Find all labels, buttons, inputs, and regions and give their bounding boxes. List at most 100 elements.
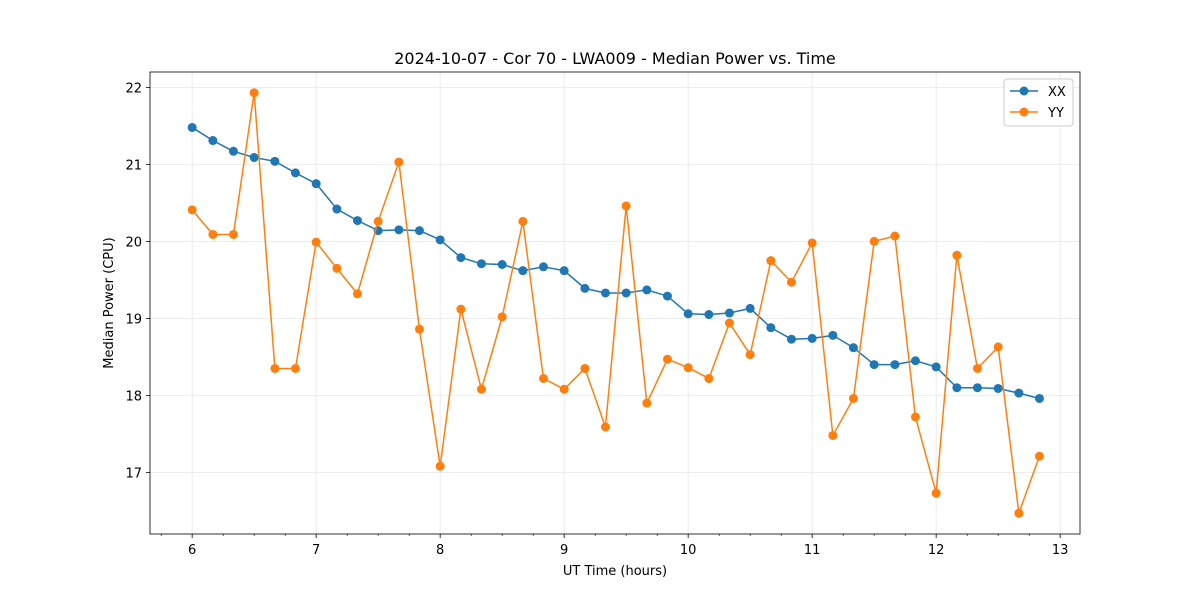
x-tick-label: 6 xyxy=(188,543,196,558)
data-point-yy xyxy=(848,393,858,403)
data-point-yy xyxy=(724,318,734,328)
series-layer xyxy=(187,88,1044,518)
data-point-xx xyxy=(332,204,342,214)
data-point-yy xyxy=(228,229,238,239)
y-tick-label: 21 xyxy=(125,158,142,173)
series-line-yy xyxy=(191,92,1041,514)
data-point-xx xyxy=(1034,393,1044,403)
x-tick-label: 7 xyxy=(312,543,320,558)
y-tick-label: 19 xyxy=(125,312,142,327)
x-axis-label: UT Time (hours) xyxy=(563,564,667,579)
y-tick-label: 22 xyxy=(125,81,142,96)
data-point-xx xyxy=(208,136,218,146)
data-point-xx xyxy=(538,262,548,272)
y-tick-label: 17 xyxy=(125,466,142,481)
data-point-xx xyxy=(497,260,507,269)
data-point-xx xyxy=(952,383,962,393)
data-point-yy xyxy=(993,342,1003,352)
data-point-xx xyxy=(931,362,941,372)
data-point-yy xyxy=(745,350,755,360)
data-point-yy xyxy=(332,263,342,273)
data-point-yy xyxy=(952,250,962,260)
data-point-yy xyxy=(621,201,631,211)
x-tick-label: 12 xyxy=(928,543,945,558)
data-point-xx xyxy=(848,343,858,353)
data-point-xx xyxy=(890,360,900,370)
data-point-yy xyxy=(600,422,610,432)
data-point-yy xyxy=(187,205,197,215)
data-point-yy xyxy=(414,324,424,334)
x-axis-ticks: 6 7 8 9 10 11 12 13 xyxy=(188,534,1068,558)
data-point-yy xyxy=(972,363,982,373)
data-point-xx xyxy=(435,235,445,245)
chart-title: 2024-10-07 - Cor 70 - LWA009 - Median Po… xyxy=(394,49,836,68)
data-point-xx xyxy=(456,253,466,263)
data-point-yy xyxy=(394,157,404,167)
data-point-xx xyxy=(187,122,197,132)
data-point-xx xyxy=(972,383,982,393)
data-point-yy xyxy=(931,488,941,498)
data-point-xx xyxy=(1014,388,1024,398)
data-point-xx xyxy=(642,285,652,295)
data-point-yy xyxy=(435,461,445,471)
grid-lines xyxy=(150,72,1080,534)
legend-label-xx: XX xyxy=(1048,85,1066,100)
data-point-xx xyxy=(476,259,486,269)
data-point-yy xyxy=(683,363,693,373)
x-tick-label: 8 xyxy=(436,543,444,558)
data-point-xx xyxy=(600,288,610,298)
data-point-yy xyxy=(538,373,548,383)
data-point-yy xyxy=(352,289,362,299)
x-tick-label: 13 xyxy=(1052,543,1069,558)
data-point-yy xyxy=(456,304,466,314)
data-point-xx xyxy=(270,156,280,166)
data-point-yy xyxy=(559,384,569,394)
x-tick-label: 10 xyxy=(680,543,697,558)
data-point-yy xyxy=(704,373,714,383)
data-point-yy xyxy=(869,236,879,246)
data-point-yy xyxy=(1014,508,1024,518)
data-point-xx xyxy=(228,146,238,156)
data-point-yy xyxy=(642,398,652,408)
data-point-xx xyxy=(580,283,590,293)
data-point-xx xyxy=(766,323,776,333)
y-tick-label: 18 xyxy=(125,389,142,404)
data-point-yy xyxy=(249,88,259,98)
data-point-yy xyxy=(766,256,776,266)
legend-marker-xx xyxy=(1019,86,1029,96)
data-point-xx xyxy=(290,168,300,178)
data-point-xx xyxy=(869,360,879,370)
plot-frame xyxy=(149,71,1081,535)
y-tick-label: 20 xyxy=(125,235,142,250)
data-point-yy xyxy=(807,238,817,248)
data-point-xx xyxy=(518,266,528,276)
data-point-xx xyxy=(683,309,693,319)
y-axis-ticks: 17 18 19 20 21 22 xyxy=(125,81,150,481)
data-point-yy xyxy=(518,216,528,226)
data-point-xx xyxy=(311,179,321,189)
data-point-xx xyxy=(745,303,755,313)
data-point-yy xyxy=(497,312,507,322)
data-point-yy xyxy=(208,229,218,239)
data-point-yy xyxy=(476,384,486,394)
data-point-yy xyxy=(1034,451,1044,461)
legend-marker-yy xyxy=(1019,107,1029,117)
x-tick-label: 11 xyxy=(804,543,821,558)
data-point-yy xyxy=(786,277,796,287)
y-axis-label: Median Power (CPU) xyxy=(102,237,117,368)
data-point-xx xyxy=(662,291,672,301)
legend: XX YY xyxy=(1003,78,1074,127)
data-point-xx xyxy=(828,330,838,340)
data-point-xx xyxy=(807,333,817,343)
plot-area xyxy=(150,72,1080,534)
data-point-xx xyxy=(414,226,424,236)
data-point-xx xyxy=(786,334,796,344)
data-point-yy xyxy=(890,231,900,241)
x-tick-label: 9 xyxy=(560,543,568,558)
data-point-xx xyxy=(993,383,1003,393)
data-point-yy xyxy=(910,412,920,422)
data-point-yy xyxy=(580,363,590,373)
data-point-yy xyxy=(828,430,838,440)
data-point-xx xyxy=(704,310,714,320)
legend-label-yy: YY xyxy=(1047,106,1064,121)
